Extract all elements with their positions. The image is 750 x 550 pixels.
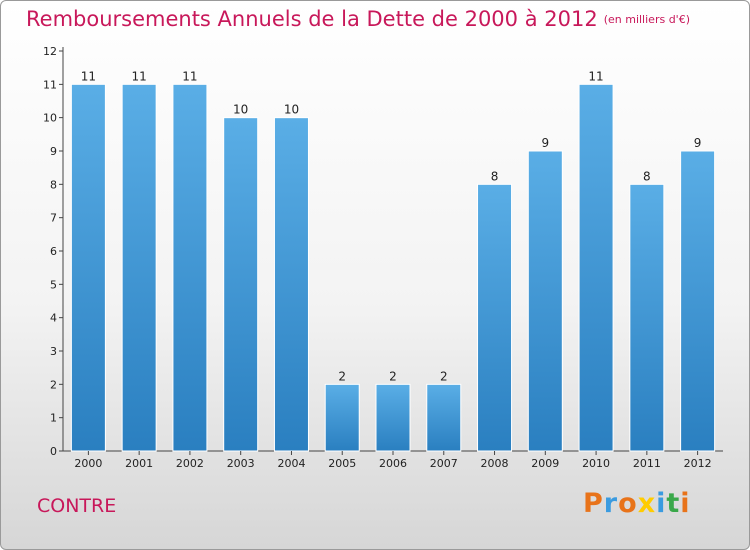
y-tick-label: 6 [50, 245, 57, 258]
bar-value-label: 11 [182, 69, 197, 83]
bar-value-label: 11 [588, 69, 603, 83]
x-tick-label: 2007 [430, 457, 458, 470]
bar [324, 383, 360, 452]
y-tick-label: 10 [43, 112, 57, 125]
x-tick-label: 2011 [633, 457, 661, 470]
y-tick-label: 9 [50, 145, 57, 158]
logo-letter: t [666, 488, 681, 519]
y-tick-label: 1 [50, 412, 57, 425]
bar [121, 83, 157, 452]
bar-value-label: 8 [491, 169, 499, 183]
bar [680, 150, 716, 452]
x-tick-label: 2012 [684, 457, 712, 470]
bar-value-label: 8 [643, 169, 651, 183]
bar [223, 117, 259, 452]
x-tick-label: 2010 [582, 457, 610, 470]
bar-value-label: 10 [233, 103, 248, 117]
x-tick-label: 2001 [125, 457, 153, 470]
bar-value-label: 11 [81, 69, 96, 83]
logo-letter: o [618, 488, 638, 519]
bar [172, 83, 208, 452]
x-tick-label: 2005 [328, 457, 356, 470]
bar-value-label: 9 [694, 136, 702, 150]
y-tick-label: 12 [43, 45, 57, 58]
x-tick-label: 2003 [227, 457, 255, 470]
bar [629, 183, 665, 452]
y-tick-label: 2 [50, 378, 57, 391]
bar [273, 117, 309, 452]
y-tick-label: 5 [50, 278, 57, 291]
x-tick-label: 2002 [176, 457, 204, 470]
chart-unit: (en milliers d'€) [603, 13, 690, 26]
x-tick-label: 2000 [74, 457, 102, 470]
bar-value-label: 2 [440, 369, 448, 383]
y-tick-label: 3 [50, 345, 57, 358]
bar-value-label: 2 [389, 369, 397, 383]
y-tick-label: 7 [50, 212, 57, 225]
proxiti-logo[interactable]: Proxiti [583, 488, 691, 519]
logo-letter: r [603, 488, 619, 519]
y-tick-label: 0 [50, 445, 57, 458]
logo-letter: P [583, 488, 604, 519]
bar [527, 150, 563, 452]
bar-value-label: 11 [132, 69, 147, 83]
logo-letter: x [637, 488, 657, 519]
x-tick-label: 2004 [277, 457, 305, 470]
bar-value-label: 9 [541, 136, 549, 150]
y-tick-label: 11 [43, 78, 57, 91]
x-tick-label: 2009 [531, 457, 559, 470]
logo-letter: i [656, 488, 667, 519]
bar [477, 183, 513, 452]
chart-title: Remboursements Annuels de la Dette de 20… [26, 7, 690, 31]
bar [375, 383, 411, 452]
y-tick-label: 4 [50, 312, 57, 325]
x-tick-label: 2006 [379, 457, 407, 470]
logo-letter: i [680, 488, 691, 519]
y-tick-label: 8 [50, 178, 57, 191]
bar [578, 83, 614, 452]
bar-value-label: 10 [284, 103, 299, 117]
bar [70, 83, 106, 452]
commune-name: CONTRE [37, 495, 117, 517]
chart-title-text: Remboursements Annuels de la Dette de 20… [26, 7, 598, 31]
bar [426, 383, 462, 452]
x-tick-label: 2008 [481, 457, 509, 470]
bar-value-label: 2 [338, 369, 346, 383]
